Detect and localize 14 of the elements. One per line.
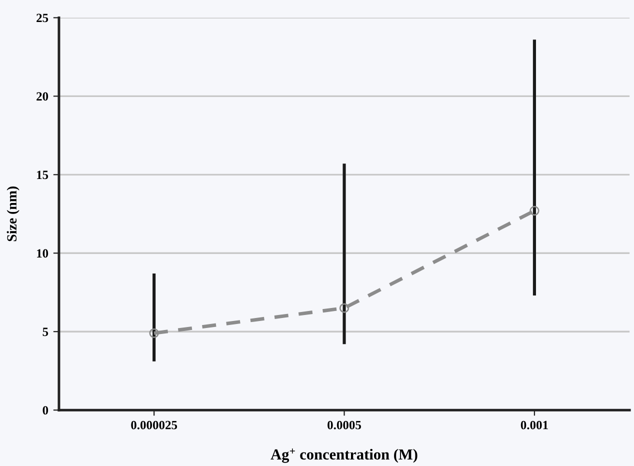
point xyxy=(530,206,540,216)
x-axis-title: Ag$^{+}$ concentration (M) xyxy=(270,448,418,463)
x-tick-label: 0.000025 xyxy=(131,420,178,430)
y-tick-label: 25 xyxy=(36,14,48,22)
y-tick-label: 15 xyxy=(37,170,48,180)
y-axis-title: Size (nm) xyxy=(6,186,20,242)
x-tick-label: 0.001 xyxy=(520,420,548,430)
y-tick-label: 10 xyxy=(37,249,48,258)
point xyxy=(339,303,350,313)
y-tick-label: 0 xyxy=(42,406,48,415)
y-tick-label: 5 xyxy=(42,328,48,336)
point xyxy=(149,328,159,338)
x-tick-label: 0.0005 xyxy=(328,420,361,430)
y-tick-label: 20 xyxy=(36,92,48,101)
